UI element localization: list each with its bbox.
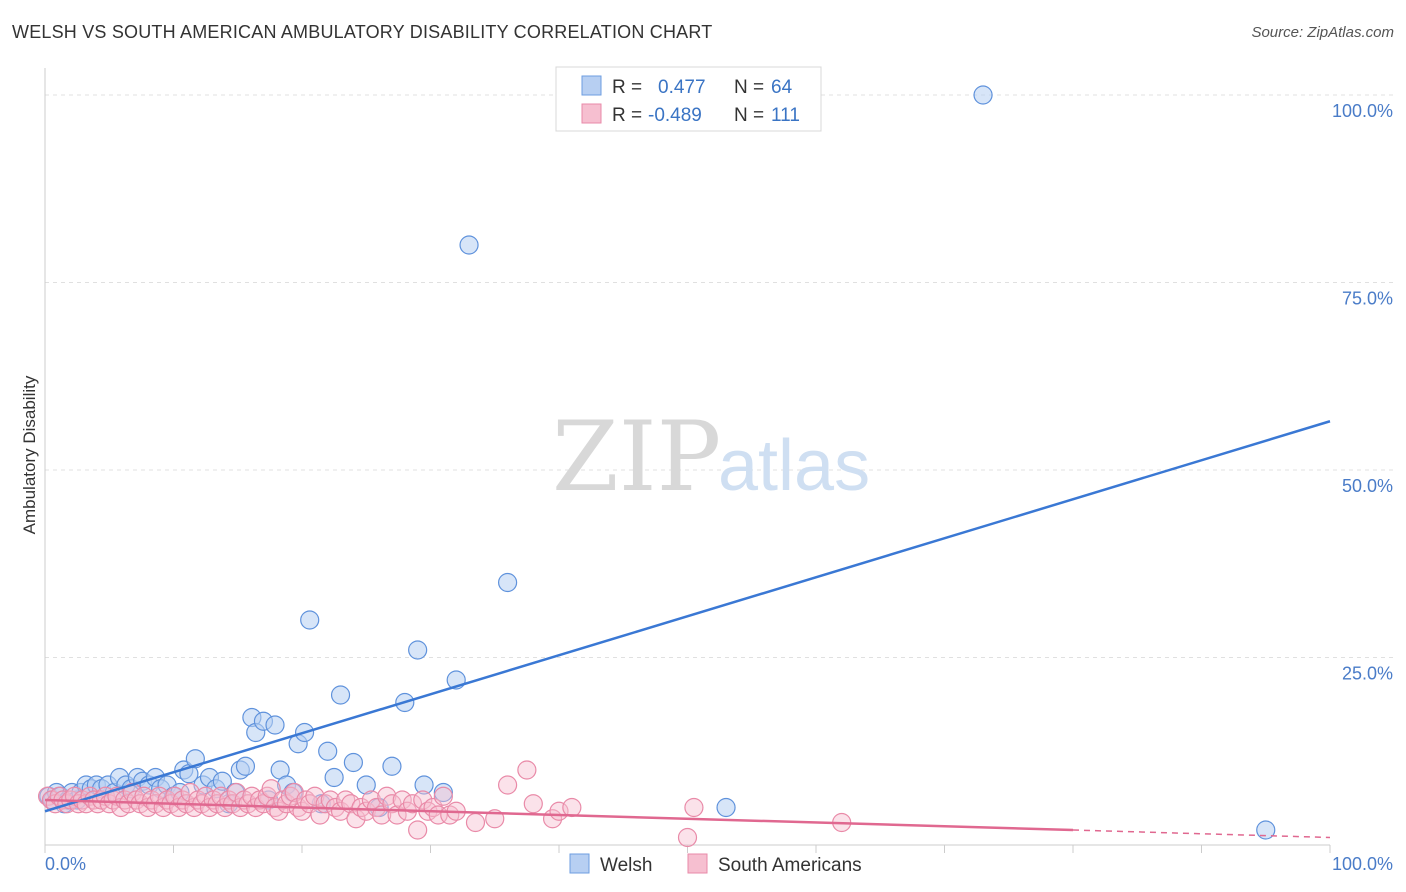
south-american-point	[684, 797, 704, 818]
y-tick-label: 50.0%	[1342, 476, 1393, 496]
south-american-point	[351, 797, 371, 818]
welsh-point	[716, 797, 736, 818]
south-american-point	[677, 827, 698, 848]
welsh-trend-line	[44, 420, 1331, 813]
legend-r-value-welsh: 0.477	[658, 77, 706, 98]
x-tick-label-max: 100.0%	[1332, 854, 1393, 874]
south-american-point	[280, 786, 301, 806]
welsh-point	[330, 685, 351, 705]
chart-title: WELSH VS SOUTH AMERICAN AMBULATORY DISAB…	[12, 22, 713, 42]
welsh-points	[39, 85, 1276, 840]
x-tick-labels: 0.0% 100.0%	[45, 854, 1393, 874]
south-american-point	[413, 790, 433, 810]
welsh-point	[235, 756, 256, 776]
welsh-point	[408, 640, 428, 660]
legend-label-welsh: Welsh	[600, 855, 652, 876]
legend-n-label-south: N =	[734, 105, 764, 126]
south-american-point	[115, 790, 135, 810]
legend-n-label-welsh: N =	[734, 77, 764, 98]
welsh-point	[1256, 820, 1276, 840]
welsh-point	[459, 235, 479, 255]
welsh-point	[300, 610, 320, 630]
welsh-point	[324, 767, 344, 788]
welsh-point	[382, 756, 402, 776]
watermark: ZIP atlas	[552, 401, 870, 513]
south-american-point	[305, 786, 325, 806]
legend-n-value-south: 111	[771, 105, 800, 126]
welsh-point	[498, 572, 518, 593]
welsh-swatch	[581, 75, 602, 96]
south-american-point	[226, 782, 247, 803]
south-american-point	[498, 775, 518, 795]
y-axis-label: Ambulatory Disability	[20, 375, 39, 534]
series-legend: Welsh South Americans	[569, 853, 862, 876]
south-american-point	[261, 779, 281, 799]
legend-label-south: South Americans	[718, 855, 862, 876]
y-tick-label: 75.0%	[1342, 289, 1393, 309]
watermark-zip: ZIP	[552, 401, 721, 513]
source-label: Source: ZipAtlas.com	[1251, 24, 1394, 41]
legend-r-value-south: -0.489	[648, 105, 702, 126]
south-american-point	[330, 801, 351, 821]
south-american-point	[433, 786, 453, 806]
south-american-points	[37, 760, 852, 848]
south-american-point	[517, 760, 537, 780]
south-american-point	[180, 782, 200, 803]
welsh-point	[356, 775, 376, 795]
south-american-point	[356, 801, 376, 821]
south-american-point	[310, 805, 330, 825]
x-tick-label-min: 0.0%	[45, 854, 86, 874]
welsh-point	[343, 752, 363, 773]
gridlines	[45, 94, 1395, 658]
south-american-point	[408, 820, 428, 840]
south-american-point	[465, 812, 486, 833]
y-tick-label: 100.0%	[1332, 101, 1393, 121]
south-american-point	[402, 794, 423, 814]
south-american-point	[382, 794, 402, 814]
south-american-point	[284, 782, 304, 803]
south-american-trend-line	[44, 798, 1074, 832]
south-american-point	[99, 794, 119, 814]
south-american-trend-extension	[1072, 829, 1331, 839]
watermark-atlas: atlas	[718, 426, 870, 506]
legend-swatch-south	[687, 853, 708, 874]
south-american-point	[562, 797, 582, 818]
south-american-point	[392, 790, 412, 810]
trend-lines	[44, 420, 1331, 839]
y-tick-label: 25.0%	[1342, 664, 1393, 684]
welsh-point	[973, 85, 993, 105]
legend-r-label-south: R =	[612, 105, 642, 126]
legend-n-value-welsh: 64	[771, 77, 793, 98]
stats-legend: R = 0.477 N = 64 R = -0.489 N = 111	[555, 66, 822, 132]
welsh-point	[414, 775, 434, 795]
welsh-point	[265, 715, 285, 735]
welsh-point	[318, 741, 338, 761]
legend-swatch-welsh	[569, 853, 590, 874]
south-american-point	[523, 794, 543, 814]
y-tick-labels: 25.0% 50.0% 75.0% 100.0%	[1332, 101, 1393, 684]
south-american-swatch	[581, 103, 602, 124]
x-tick-marks	[44, 845, 1331, 853]
legend-r-label-welsh: R =	[612, 77, 642, 98]
welsh-point	[212, 771, 232, 791]
